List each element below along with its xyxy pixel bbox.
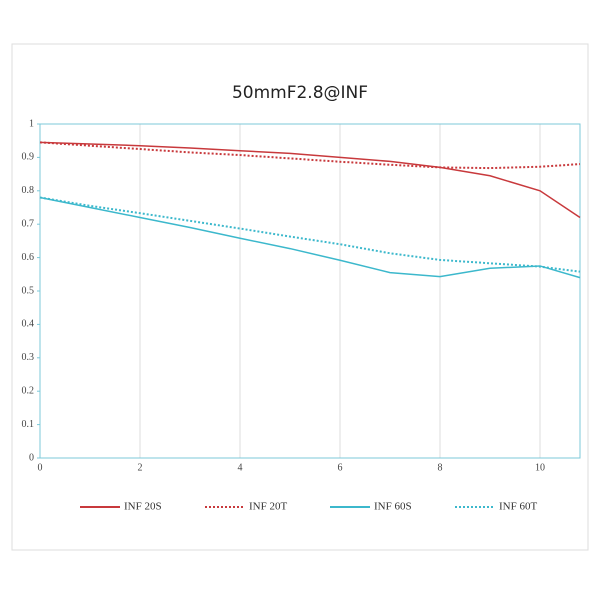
y-tick-label: 0.1 bbox=[22, 419, 35, 430]
line bbox=[39, 141, 581, 219]
y-tick-label: 0.8 bbox=[22, 185, 35, 196]
plot-border bbox=[39, 123, 581, 459]
legend-label: INF 20T bbox=[249, 501, 287, 513]
y-tick-label: 0.4 bbox=[22, 319, 35, 330]
x-tick-label: 0 bbox=[38, 462, 43, 473]
x-tick-label: 2 bbox=[138, 462, 143, 473]
y-tick-label: 0.9 bbox=[22, 152, 35, 163]
legend-label: INF 60S bbox=[374, 501, 412, 513]
y-tick-label: 0.7 bbox=[22, 218, 35, 229]
line bbox=[39, 196, 581, 279]
y-tick-label: 0 bbox=[29, 452, 34, 463]
line bbox=[39, 196, 581, 273]
y-tick-label: 0.2 bbox=[22, 385, 35, 396]
y-tick-label: 0.6 bbox=[22, 252, 35, 263]
chart-title: 50mmF2.8@INF bbox=[232, 83, 368, 103]
x-tick-label: 10 bbox=[535, 462, 545, 473]
x-tick-label: 8 bbox=[438, 462, 443, 473]
y-tick-label: 0.5 bbox=[22, 285, 35, 296]
x-tick-label: 6 bbox=[338, 462, 343, 473]
y-tick-label: 0.3 bbox=[22, 352, 35, 363]
frame bbox=[11, 43, 589, 551]
legend-label: INF 20S bbox=[124, 501, 162, 513]
x-tick-label: 4 bbox=[238, 462, 243, 473]
legend-label: INF 60T bbox=[499, 501, 537, 513]
y-tick-label: 1 bbox=[29, 118, 34, 129]
